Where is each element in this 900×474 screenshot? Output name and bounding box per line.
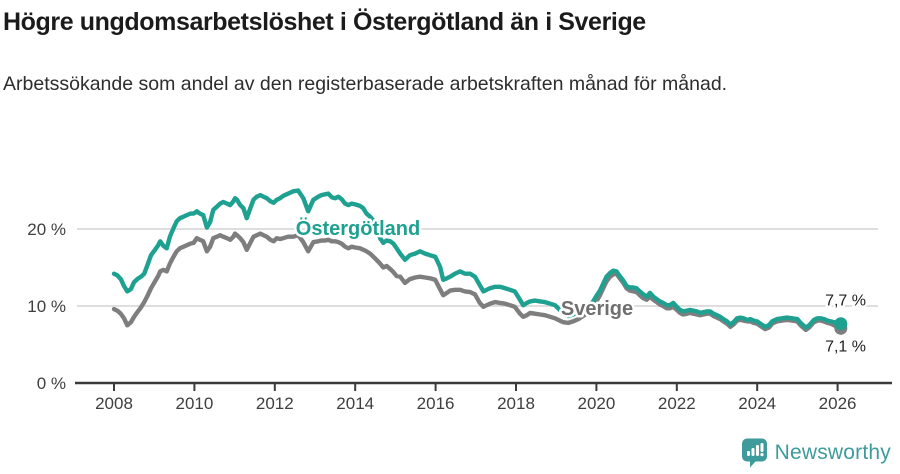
chart-subtitle: Arbetssökande som andel av den registerb… bbox=[3, 73, 728, 95]
y-tick-label-0: 0 % bbox=[37, 374, 66, 393]
x-tick-label-2012: 2012 bbox=[256, 394, 294, 413]
logo-exclamation-stem bbox=[760, 442, 764, 452]
logo-bar-tall bbox=[755, 444, 759, 456]
x-tick-label-2018: 2018 bbox=[497, 394, 535, 413]
x-tick-label-2010: 2010 bbox=[175, 394, 213, 413]
ostergotland-series-label: Östergötland bbox=[296, 217, 420, 240]
logo-exclamation-dot bbox=[760, 452, 764, 456]
x-tick-label-2024: 2024 bbox=[738, 394, 776, 413]
logo-bar-medium bbox=[751, 447, 755, 456]
x-tick-label-2020: 2020 bbox=[577, 394, 615, 413]
newsworthy-logo-icon bbox=[741, 438, 767, 467]
logo-bar-small bbox=[746, 450, 750, 456]
page-title: Högre ungdomsarbetslöshet i Östergötland… bbox=[3, 8, 646, 36]
y-tick-label-10: 10 % bbox=[27, 297, 66, 316]
sverige-end-value-label: 7,1 % bbox=[825, 338, 866, 355]
ostergotland-end-dot bbox=[834, 317, 848, 331]
ostergotland-end-value-label: 7,7 % bbox=[825, 293, 866, 310]
y-tick-label-20: 20 % bbox=[27, 220, 66, 239]
ostergotland-line bbox=[111, 188, 843, 330]
brand-footer: Newsworthy bbox=[741, 438, 891, 468]
x-tick-label-2026: 2026 bbox=[819, 394, 857, 413]
sverige-series-label: Sverige bbox=[561, 298, 633, 320]
x-tick-label-2022: 2022 bbox=[658, 394, 696, 413]
x-tick-label-2014: 2014 bbox=[336, 394, 374, 413]
brand-name: Newsworthy bbox=[774, 441, 891, 464]
x-tick-label-2016: 2016 bbox=[417, 394, 455, 413]
x-tick-label-2008: 2008 bbox=[95, 394, 133, 413]
